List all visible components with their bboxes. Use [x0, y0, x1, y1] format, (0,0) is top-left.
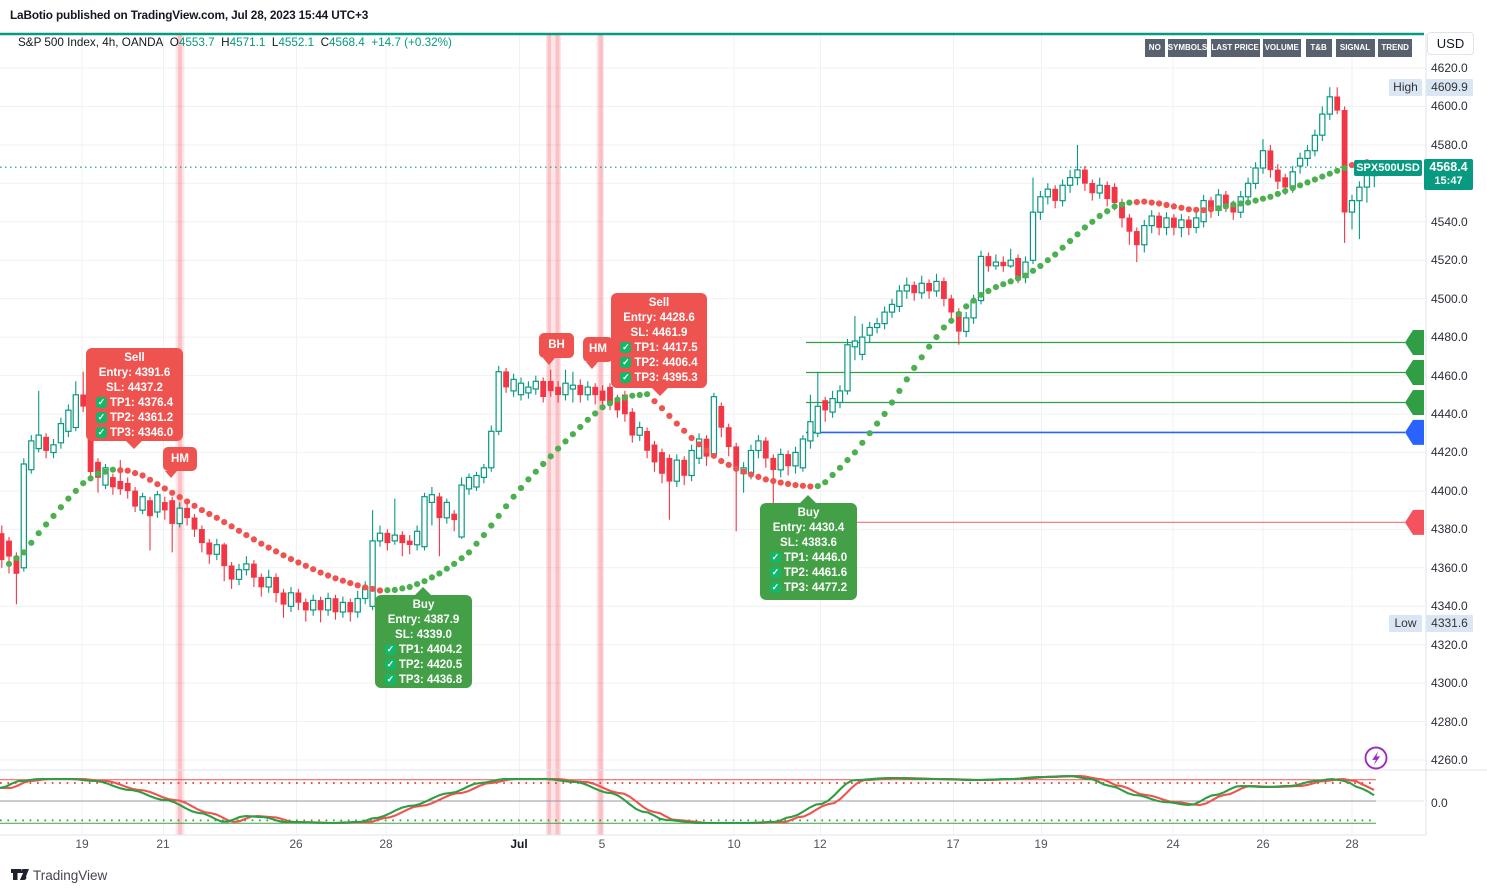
svg-text:TradingView: TradingView: [33, 868, 108, 883]
